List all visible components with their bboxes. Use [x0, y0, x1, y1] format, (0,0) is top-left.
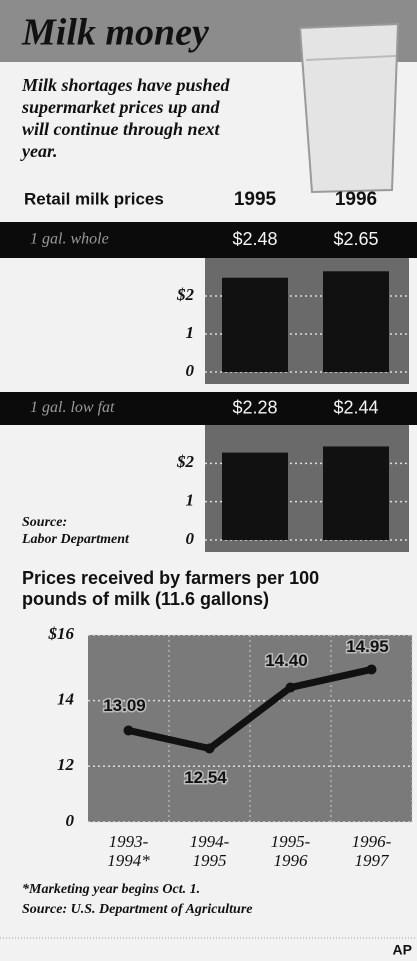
y-tick-label: 12	[57, 755, 75, 774]
bar	[323, 271, 389, 372]
point	[205, 744, 215, 754]
chart-title: Retail milk prices	[24, 189, 164, 208]
y-tick-label: $2	[176, 452, 195, 471]
value-label: 14.95	[346, 637, 389, 656]
source-note: Source: Labor Department	[22, 514, 129, 548]
infographic: Milk money Retail milk prices 1995 1996 1 g…	[0, 0, 417, 961]
source-note: Source: U.S. Department of Agriculture	[22, 902, 253, 918]
y-tick-label: 14	[57, 690, 74, 709]
value-label: $2.44	[333, 397, 378, 417]
x-tick-label: 1996- 1997	[332, 832, 412, 870]
series-label: 1 gal. whole	[30, 231, 109, 248]
milk-glass	[300, 24, 398, 192]
chart-title: Prices received by farmers per 100 pound…	[22, 568, 319, 610]
value-label: $2.65	[333, 229, 378, 249]
bar	[222, 278, 288, 372]
point	[124, 725, 134, 735]
value-label: 14.40	[265, 651, 308, 670]
x-tick-label: 1995- 1996	[251, 832, 331, 870]
page-title: Milk money	[21, 12, 209, 54]
y-tick-label: 1	[186, 491, 195, 510]
value-label: $2.48	[232, 229, 277, 249]
value-label: $2.28	[232, 397, 277, 417]
y-tick-label: $2	[176, 285, 195, 304]
value-label: 12.54	[184, 768, 227, 787]
bar	[323, 446, 389, 540]
credit: AP	[393, 942, 412, 958]
y-tick-label: $16	[48, 624, 75, 643]
footnote: *Marketing year begins Oct. 1.	[22, 882, 200, 898]
y-tick-label: 0	[186, 529, 195, 548]
y-tick-label: 1	[186, 323, 195, 342]
x-tick-label: 1994- 1995	[170, 832, 250, 870]
category-label: 1995	[234, 189, 277, 210]
bar	[222, 453, 288, 540]
point	[286, 682, 296, 692]
y-tick-label: 0	[186, 361, 195, 380]
point	[367, 664, 377, 674]
x-tick-label: 1993- 1994*	[89, 832, 169, 870]
plot-area	[88, 635, 412, 822]
y-tick-label: 0	[66, 811, 75, 830]
value-label: 13.09	[103, 696, 146, 715]
series-label: 1 gal. low fat	[30, 399, 115, 416]
category-label: 1996	[335, 189, 377, 210]
subtitle: Milk shortages have pushed supermarket p…	[22, 74, 312, 162]
